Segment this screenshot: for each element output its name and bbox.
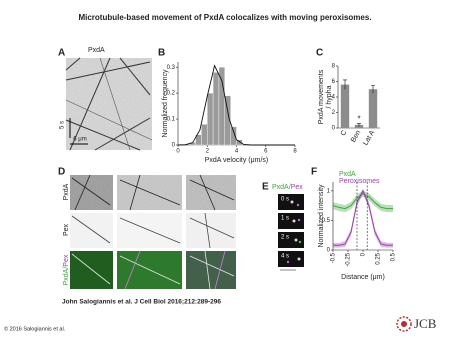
y-axis-label: Normalized frequency bbox=[162, 69, 169, 138]
error-band bbox=[333, 188, 393, 248]
histogram-bar bbox=[224, 95, 231, 146]
kymograph-image bbox=[65, 57, 153, 151]
figure-title: Microtubule-based movement of PxdA coloc… bbox=[78, 13, 371, 22]
y-tick-label: 0.3 bbox=[167, 65, 176, 71]
time-label: 1 s bbox=[281, 216, 289, 222]
space-scale: 6 μm bbox=[73, 137, 86, 143]
x-tick-label: Lat A bbox=[362, 129, 376, 147]
y-tick-label: 0.5 bbox=[322, 218, 331, 224]
histogram-bar bbox=[230, 126, 237, 146]
y-axis-label: / hypha bbox=[326, 85, 333, 108]
kymograph-grid bbox=[70, 174, 236, 290]
x-tick-label: -0.5 bbox=[331, 252, 337, 263]
panel-label: F bbox=[311, 167, 317, 178]
merge-label: PxdA/ bbox=[272, 184, 291, 191]
x-axis-label: PxdA velocity (μm/s) bbox=[205, 157, 269, 164]
row-label: Pex bbox=[63, 223, 70, 236]
logo-mark bbox=[396, 316, 412, 332]
line bbox=[333, 189, 393, 246]
x-tick-label: 0 bbox=[361, 252, 367, 256]
x-tick-label: 0 bbox=[176, 149, 180, 155]
row-label: PxdA bbox=[63, 183, 70, 200]
y-tick-label: 4 bbox=[332, 95, 336, 101]
annotation: * bbox=[357, 114, 360, 123]
row-label: PxdA/Pex bbox=[63, 254, 70, 285]
histogram-bar bbox=[218, 66, 225, 146]
journal-logo: JCB bbox=[414, 316, 437, 331]
error-bar bbox=[343, 79, 347, 90]
y-axis-label: PxdA movements bbox=[318, 69, 325, 124]
merge-label: Pex bbox=[291, 184, 304, 191]
panel-label: E bbox=[262, 182, 269, 193]
legend-label: PxdA bbox=[339, 171, 356, 178]
error-bar bbox=[371, 85, 375, 94]
error-bar bbox=[357, 123, 361, 127]
x-tick-label: 0.5 bbox=[391, 252, 397, 261]
x-tick-label: 8 bbox=[293, 149, 297, 155]
panel-label: D bbox=[58, 167, 65, 178]
merge-label: PxdA/ bbox=[63, 267, 70, 286]
panel-label: B bbox=[158, 48, 165, 59]
x-axis-label: Distance (μm) bbox=[341, 274, 385, 281]
x-tick-label: 6 bbox=[264, 149, 268, 155]
copyright: © 2016 Salogiannis et al. bbox=[4, 325, 66, 332]
y-tick-label: 0.2 bbox=[167, 91, 176, 97]
x-tick-label: 2 bbox=[206, 149, 210, 155]
bar bbox=[340, 84, 350, 128]
time-label: 4 s bbox=[281, 254, 289, 260]
x-tick-label: 4 bbox=[235, 149, 239, 155]
time-label: 2 s bbox=[281, 235, 289, 241]
line bbox=[332, 193, 393, 210]
panel-label: A bbox=[58, 48, 65, 59]
x-tick-label: C bbox=[340, 129, 349, 137]
y-tick-label: 8 bbox=[332, 64, 336, 70]
histogram-bar bbox=[236, 139, 243, 146]
x-tick-label: -0.25 bbox=[346, 252, 352, 266]
time-label: 0 s bbox=[281, 197, 289, 203]
y-tick-label: 2 bbox=[332, 110, 336, 116]
panel-label: C bbox=[316, 48, 323, 59]
panel-title: PxdA bbox=[88, 47, 105, 54]
y-tick-label: 0 bbox=[327, 248, 331, 254]
y-axis-label: Normalized intensity bbox=[318, 184, 325, 248]
panel-title: PxdA/Pex bbox=[272, 184, 303, 191]
legend-label: Peroxisomes bbox=[339, 178, 380, 185]
histogram-bar bbox=[207, 92, 214, 146]
citation: John Salogiannis et al. J Cell Biol 2016… bbox=[62, 299, 221, 306]
merge-label: Pex bbox=[63, 254, 70, 267]
histogram-bar bbox=[212, 72, 220, 146]
y-tick-label: 0.1 bbox=[167, 117, 176, 123]
y-tick-label: 6 bbox=[332, 79, 336, 85]
y-tick-label: 0 bbox=[172, 143, 176, 149]
x-tick-label: Ben bbox=[350, 129, 362, 143]
timelapse-frames bbox=[278, 194, 304, 271]
x-tick-label: 0.25 bbox=[376, 252, 382, 264]
y-tick-label: 0 bbox=[332, 126, 336, 132]
histogram-bar bbox=[201, 124, 208, 146]
bar bbox=[368, 89, 378, 128]
time-scale: 5 s bbox=[60, 121, 66, 129]
fit-curve bbox=[177, 64, 295, 146]
y-tick-label: 1 bbox=[327, 188, 331, 194]
